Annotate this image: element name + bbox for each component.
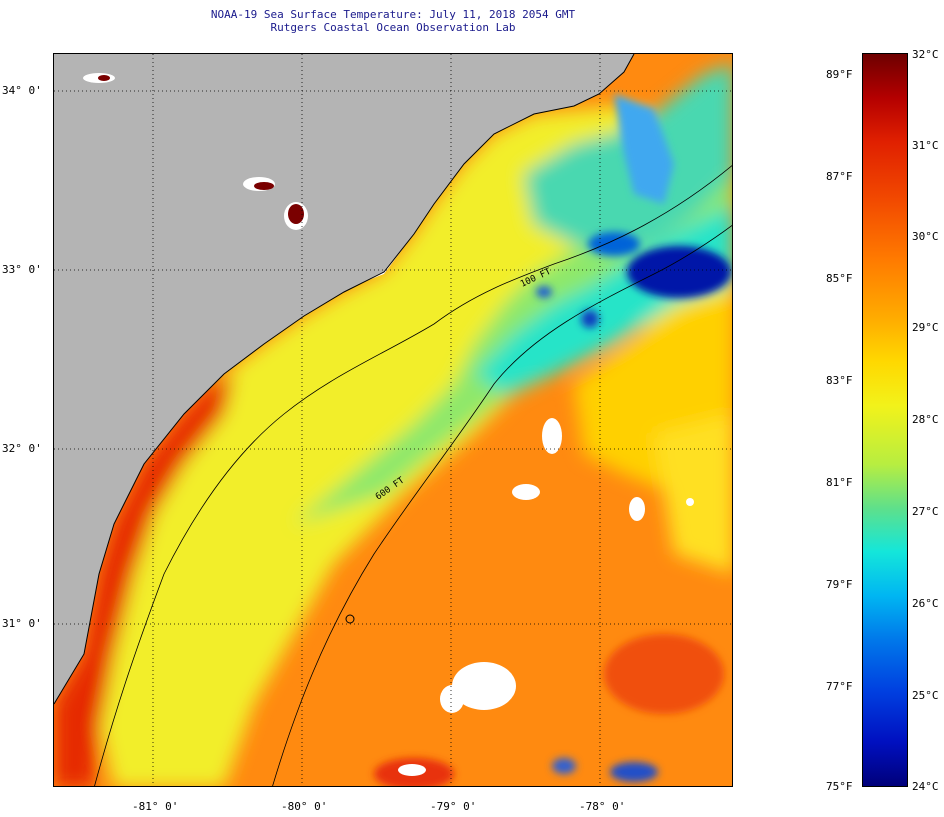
cb-c-29: 29°C [912, 321, 939, 334]
land-mass [54, 54, 634, 704]
cb-c-32: 32°C [912, 48, 939, 61]
cb-f-75: 75°F [826, 780, 853, 793]
cb-c-24: 24°C [912, 780, 939, 793]
lon-label-78: -78° 0' [579, 800, 626, 813]
map-title: NOAA-19 Sea Surface Temperature: July 11… [210, 8, 576, 21]
cb-f-85: 85°F [826, 272, 853, 285]
sst-map-canvas: 100 FT 600 FT [54, 54, 732, 786]
lon-label-81: -81° 0' [132, 800, 179, 813]
temperature-colorbar [862, 53, 908, 787]
cb-c-25: 25°C [912, 689, 939, 702]
lon-label-80: -80° 0' [281, 800, 328, 813]
graticule [54, 54, 732, 786]
cb-f-77: 77°F [826, 680, 853, 693]
cb-c-26: 26°C [912, 597, 939, 610]
lat-label-33: 33° 0' [2, 263, 42, 276]
lat-label-34: 34° 0' [2, 84, 42, 97]
cb-f-83: 83°F [826, 374, 853, 387]
cb-f-81: 81°F [826, 476, 853, 489]
cb-f-87: 87°F [826, 170, 853, 183]
cb-c-27: 27°C [912, 505, 939, 518]
cb-c-28: 28°C [912, 413, 939, 426]
map-subtitle: Rutgers Coastal Ocean Observation Lab [270, 21, 516, 34]
cb-f-89: 89°F [826, 68, 853, 81]
cb-c-30: 30°C [912, 230, 939, 243]
lat-label-31: 31° 0' [2, 617, 42, 630]
lat-label-32: 32° 0' [2, 442, 42, 455]
contour-100ft [94, 165, 732, 786]
cb-c-31: 31°C [912, 139, 939, 152]
cb-f-79: 79°F [826, 578, 853, 591]
contour-600ft [272, 224, 732, 786]
sst-map: 100 FT 600 FT [53, 53, 733, 787]
lon-label-79: -79° 0' [430, 800, 477, 813]
